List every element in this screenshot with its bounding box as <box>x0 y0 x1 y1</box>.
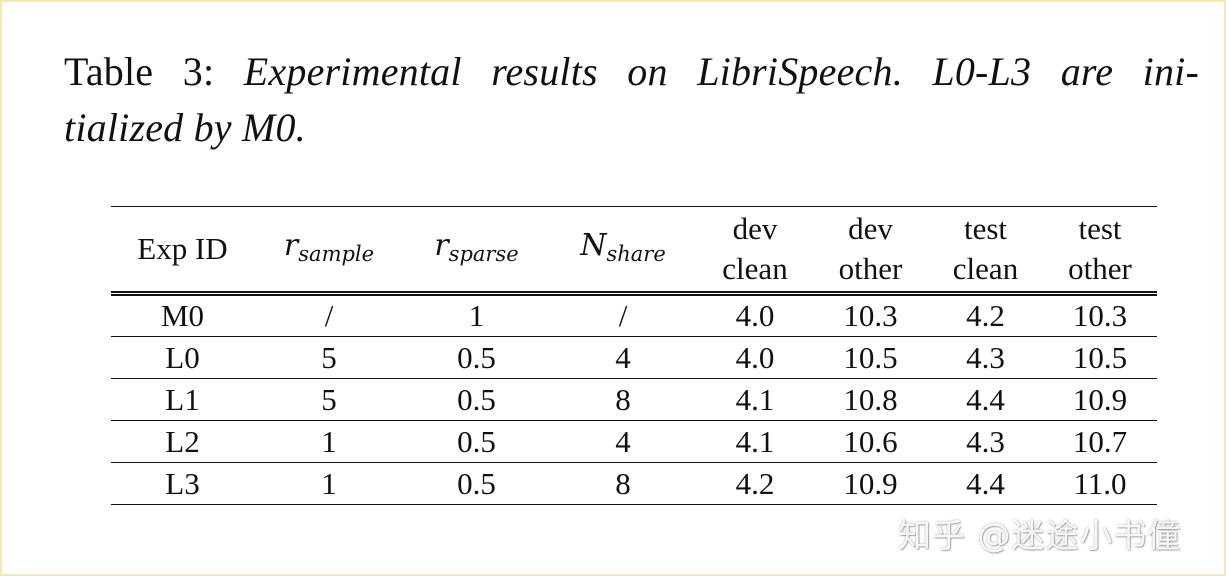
header-r-sparse: rsparse <box>404 207 549 294</box>
cell-r-sparse: 0.5 <box>457 423 496 459</box>
table-row: L2 1 0.5 4 4.1 10.6 4.3 10.7 <box>111 421 1157 463</box>
cell-n-share: 4 <box>615 339 631 375</box>
header-dev-clean-line2: clean <box>722 251 788 286</box>
cell-r-sparse: 1 <box>468 298 485 333</box>
header-test-other-line1: test <box>1078 211 1122 246</box>
cell-n-share: 4 <box>615 423 631 459</box>
header-exp-id: Exp ID <box>137 231 228 266</box>
header-test-clean-line2: clean <box>952 251 1019 286</box>
cell-r-sample: 5 <box>321 339 337 375</box>
header-r-sample: rsample <box>254 207 404 294</box>
cell-dev-clean: 4.0 <box>735 339 775 375</box>
cell-test-other: 10.5 <box>1072 339 1128 375</box>
cell-dev-clean: 4.2 <box>735 465 775 501</box>
table-row: L1 5 0.5 8 4.1 10.8 4.4 10.9 <box>111 379 1157 421</box>
cell-r-sparse: 0.5 <box>457 339 496 375</box>
header-dev-other: dev other <box>813 207 928 294</box>
table-row: M0 / 1 / 4.0 10.3 4.2 10.3 <box>111 294 1157 337</box>
cell-exp-id: L3 <box>165 465 200 501</box>
header-dev-clean-line1: dev <box>732 211 778 246</box>
caption-line-1: Table 3: Experimental results on LibriSp… <box>64 44 1199 100</box>
header-dev-clean: dev clean <box>697 207 813 294</box>
cell-test-other: 10.9 <box>1072 381 1128 417</box>
watermark: 知乎 @迷途小书僮 <box>898 516 1182 555</box>
cell-n-share: / <box>618 298 628 333</box>
cell-test-other: 10.7 <box>1072 423 1128 459</box>
cell-test-clean: 4.2 <box>966 298 1005 333</box>
caption-label: Table 3: <box>64 49 215 94</box>
cell-test-clean: 4.3 <box>966 339 1005 375</box>
cell-dev-clean: 4.0 <box>735 298 775 333</box>
cell-exp-id: L2 <box>165 423 200 459</box>
cell-dev-clean: 4.1 <box>735 423 775 459</box>
results-table: Exp ID rsample rsparse Nshare dev clean d… <box>111 206 1157 505</box>
header-test-other-line2: other <box>1068 251 1132 286</box>
header-r-sparse-base: r <box>434 227 449 263</box>
cell-test-clean: 4.3 <box>966 423 1005 459</box>
caption-text-1: Experimental results on LibriSpeech. L0-… <box>243 49 1199 94</box>
cell-r-sample: / <box>324 298 334 333</box>
caption-line-2: tialized by M0. <box>64 105 306 150</box>
header-dev-other-line1: dev <box>848 211 893 246</box>
cell-test-other: 10.3 <box>1072 298 1128 333</box>
header-n-share: Nshare <box>549 207 697 294</box>
cell-dev-other: 10.8 <box>843 381 898 417</box>
cell-n-share: 8 <box>615 381 631 417</box>
cell-test-clean: 4.4 <box>966 465 1005 501</box>
cell-r-sample: 5 <box>321 381 337 417</box>
cell-dev-clean: 4.1 <box>735 381 775 417</box>
table-row: L0 5 0.5 4 4.0 10.5 4.3 10.5 <box>111 337 1157 379</box>
header-row: Exp ID rsample rsparse Nshare dev clean d… <box>111 207 1157 294</box>
cell-exp-id: L0 <box>165 339 200 375</box>
cell-r-sample: 1 <box>321 465 337 501</box>
header-r-sparse-sub: sparse <box>448 241 519 266</box>
header-r-sample-sub: sample <box>298 241 375 266</box>
cell-dev-other: 10.3 <box>843 298 898 333</box>
header-n-share-base: N <box>580 227 607 263</box>
cell-exp-id: L1 <box>165 381 200 417</box>
cell-exp-id: M0 <box>160 298 205 333</box>
cell-n-share: 8 <box>615 465 631 501</box>
cell-r-sparse: 0.5 <box>457 465 496 501</box>
cell-dev-other: 10.6 <box>843 423 898 459</box>
cell-dev-other: 10.9 <box>843 465 898 501</box>
header-r-sample-base: r <box>283 227 299 263</box>
table-row: L3 1 0.5 8 4.2 10.9 4.4 11.0 <box>111 463 1157 505</box>
cell-r-sparse: 0.5 <box>457 381 496 417</box>
header-test-clean: test clean <box>928 207 1043 294</box>
header-test-clean-line1: test <box>963 211 1008 246</box>
header-test-other: test other <box>1043 207 1157 294</box>
header-n-share-sub: share <box>606 241 666 266</box>
cell-dev-other: 10.5 <box>843 339 898 375</box>
cell-r-sample: 1 <box>321 423 337 459</box>
cell-test-clean: 4.4 <box>966 381 1005 417</box>
table-caption: Table 3: Experimental results on LibriSp… <box>64 44 1199 156</box>
header-dev-other-line2: other <box>838 251 903 286</box>
cell-test-other: 11.0 <box>1073 465 1127 501</box>
